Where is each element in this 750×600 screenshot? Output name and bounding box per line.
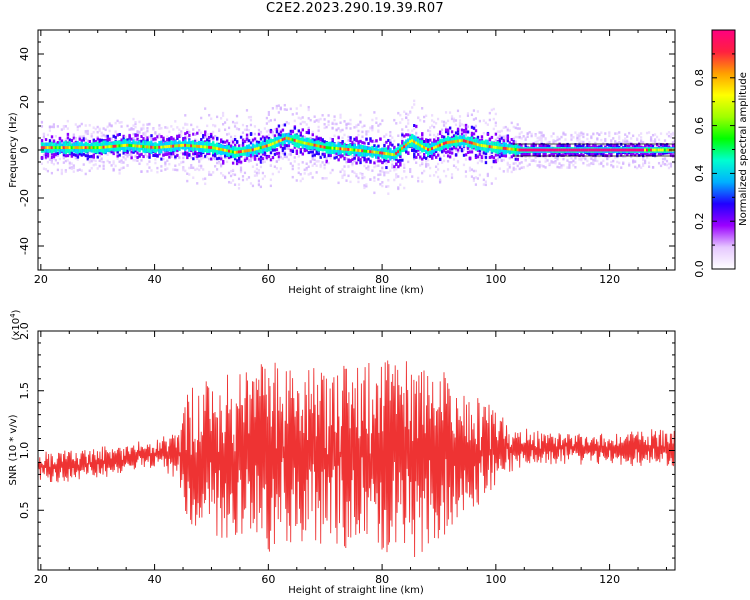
colorbar-label: Normalized spectral amplitude (738, 72, 749, 226)
spectrogram-xtick-label-60: 60 (261, 273, 275, 286)
snr-xlabel: Height of straight line (km) (288, 585, 424, 596)
colorbar-tick-label-2: 0.4 (693, 165, 706, 183)
snr-multiplier-exp: 4 (9, 313, 17, 318)
colorbar-tick-label-0: 0.0 (693, 260, 706, 278)
spectrogram-ticks: 20 40 60 80 100 120 -40 -20 0 20 40 (18, 29, 675, 286)
snr-panel: 20 40 60 80 100 120 0.5 1.0 1.5 2.0 Height of str… (8, 309, 676, 596)
colorbar-tick-label-4: 0.8 (693, 69, 706, 87)
snr-xtick-label-20: 20 (34, 573, 48, 586)
snr-ytick-label-1: 1.0 (18, 442, 31, 460)
snr-ytick-label-0: 0.5 (18, 502, 31, 520)
colorbar-tick-label-1: 0.2 (693, 212, 706, 230)
spectrogram-heatmap (40, 99, 675, 195)
spectrogram-ytick-label-3: 20 (18, 95, 31, 109)
spectrogram-xtick-label-40: 40 (148, 273, 162, 286)
snr-ytick-label-3: 2.0 (18, 322, 31, 340)
spectrogram-panel: 20 40 60 80 100 120 -40 -20 0 20 40 Height of stra… (8, 29, 676, 296)
page-title: C2E2.2023.290.19.39.R07 (266, 1, 444, 16)
colorbar: 0.0 0.2 0.4 0.6 0.8 Normalized spectral ampl… (693, 29, 749, 278)
snr-multiplier-close: ) (11, 309, 22, 313)
snr-xtick-label-80: 80 (375, 573, 389, 586)
snr-ytick-label-2: 1.5 (18, 382, 31, 400)
spectrogram-xtick-label-20: 20 (34, 273, 48, 286)
snr-xtick-label-40: 40 (148, 573, 162, 586)
snr-ylabel: SNR (10 * v/v) (8, 414, 19, 485)
spectrogram-ytick-label-1: -20 (18, 189, 31, 207)
spectrogram-ytick-label-4: 40 (18, 47, 31, 61)
spectrogram-ylabel: Frequency (Hz) (8, 112, 19, 188)
snr-multiplier-base: (x10 (11, 318, 22, 341)
spectrogram-xlabel: Height of straight line (km) (288, 285, 424, 296)
spectrogram-xtick-label-120: 120 (599, 273, 620, 286)
snr-xtick-label-120: 120 (599, 573, 620, 586)
snr-multiplier: (x104) (9, 309, 22, 340)
snr-ticks: 20 40 60 80 100 120 0.5 1.0 1.5 2.0 (18, 322, 675, 586)
colorbar-ticks: 0.0 0.2 0.4 0.6 0.8 (693, 29, 735, 278)
spectrogram-xtick-label-100: 100 (485, 273, 506, 286)
spectrogram-ytick-label-2: 0 (18, 147, 31, 154)
spectrogram-xtick-label-80: 80 (375, 273, 389, 286)
snr-series-line (38, 360, 675, 558)
spectrogram-ytick-label-0: -40 (18, 237, 31, 255)
snr-xtick-label-100: 100 (485, 573, 506, 586)
colorbar-tick-label-3: 0.6 (693, 117, 706, 135)
colorbar-gradient (711, 29, 736, 270)
svg-text:(x104): (x104) (9, 309, 22, 340)
snr-xtick-label-60: 60 (261, 573, 275, 586)
